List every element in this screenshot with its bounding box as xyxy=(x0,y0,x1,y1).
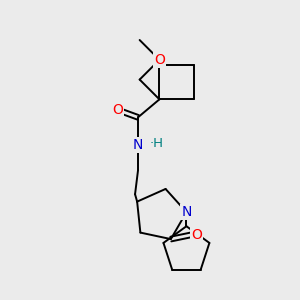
Text: ·H: ·H xyxy=(149,137,163,150)
Text: N: N xyxy=(133,138,143,152)
Text: O: O xyxy=(154,53,165,67)
Text: N: N xyxy=(181,205,192,219)
Text: O: O xyxy=(112,103,123,117)
Text: O: O xyxy=(191,228,202,242)
